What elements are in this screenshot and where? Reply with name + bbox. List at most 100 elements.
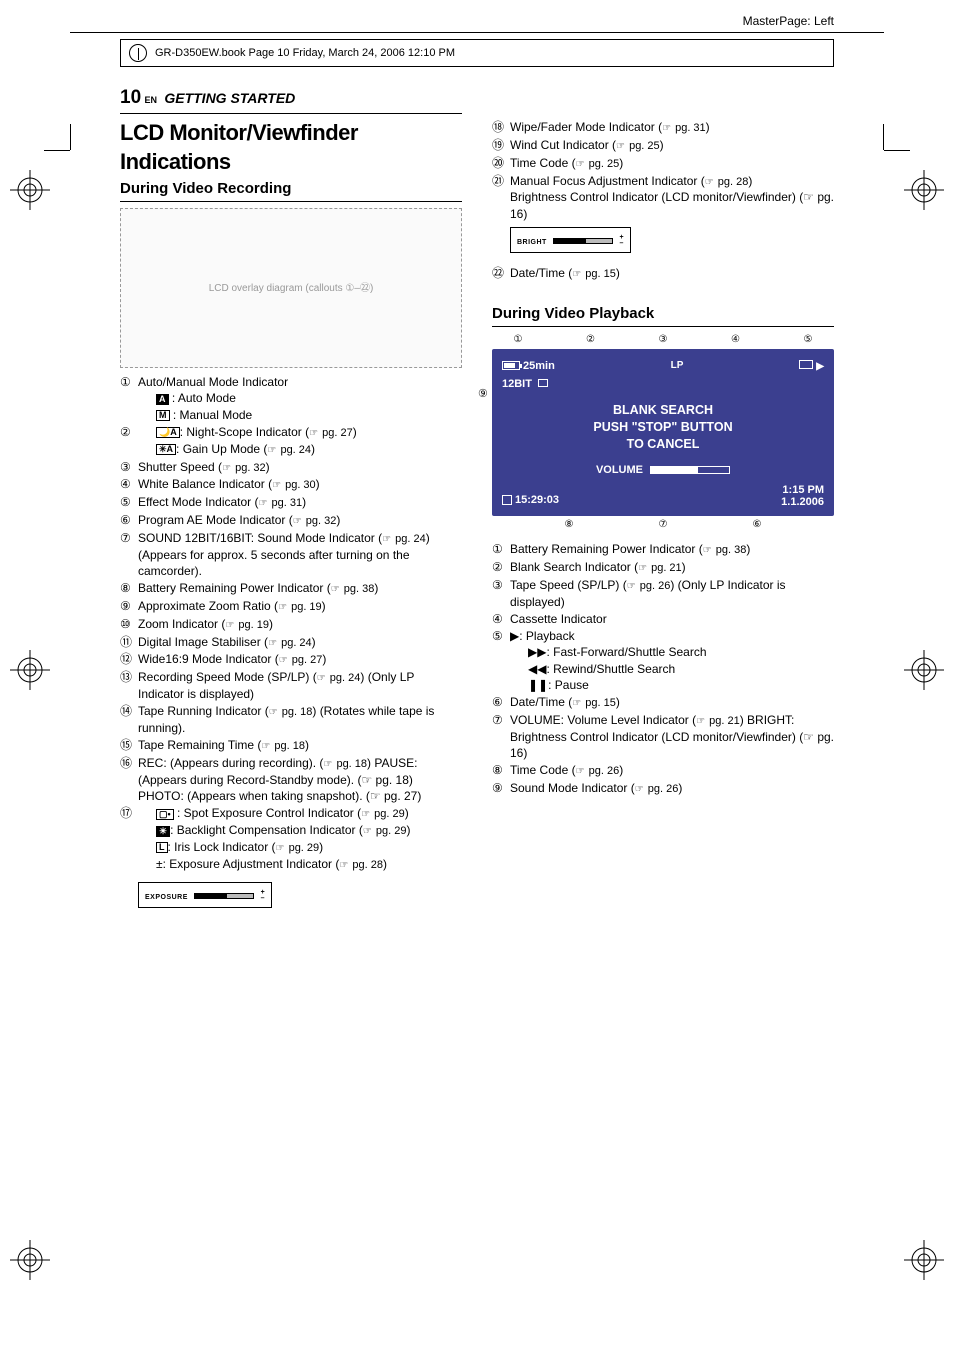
item-number: ⑪ [120, 634, 138, 651]
item-number: ③ [492, 577, 510, 610]
list-item: ⑭Tape Running Indicator ( pg. 18) (Rotat… [120, 703, 462, 736]
timecode: 15:29:03 [515, 493, 559, 508]
playback-indicator-list: ①Battery Remaining Power Indicator ( pg.… [492, 541, 834, 796]
list-item: ④White Balance Indicator ( pg. 30) [120, 476, 462, 493]
item-number: ⑤ [492, 628, 510, 693]
item-text: Wipe/Fader Mode Indicator ( pg. 31) [510, 119, 834, 136]
item-text: Time Code ( pg. 26) [510, 762, 834, 779]
lcd-volume-row: VOLUME [502, 463, 824, 478]
item-text: Tape Remaining Time ( pg. 18) [138, 737, 462, 754]
subheading-playback: During Video Playback [492, 304, 834, 327]
callout-left: ⑨ [478, 387, 488, 402]
battery-remaining: 25min [523, 359, 555, 374]
lcd-bottom-row: 15:29:03 1:15 PM 1.1.2006 [502, 484, 824, 508]
battery-indicator: 25min [502, 359, 555, 374]
item-number: ⑰ [120, 805, 138, 872]
item-text: Auto/Manual Mode IndicatorA : Auto ModeM… [138, 374, 462, 423]
list-item: ⑧Time Code ( pg. 26) [492, 762, 834, 779]
list-item: ⑦VOLUME: Volume Level Indicator ( pg. 21… [492, 712, 834, 761]
list-item: ③Shutter Speed ( pg. 32) [120, 459, 462, 476]
date: 1.1.2006 [781, 496, 824, 508]
item-text: SOUND 12BIT/16BIT: Sound Mode Indicator … [138, 530, 462, 579]
item-number: ⑨ [120, 598, 138, 615]
item-number: ㉑ [492, 173, 510, 222]
page-icon [129, 44, 147, 62]
playback-lcd: 25min LP ▶ 12BIT BLANK SEARCHPUSH "STOP"… [492, 349, 834, 516]
volume-label: VOLUME [596, 464, 643, 476]
page-number: 10 [120, 87, 141, 108]
list-item: ⑱Wipe/Fader Mode Indicator ( pg. 31) [492, 119, 834, 136]
page-title: LCD Monitor/Viewfinder Indications [120, 118, 462, 177]
item-number: ⑯ [120, 755, 138, 804]
exposure-bar: EXPOSURE +– [138, 882, 272, 908]
item-text: Effect Mode Indicator ( pg. 31) [138, 494, 462, 511]
recording-indicator-list-cont: ⑱Wipe/Fader Mode Indicator ( pg. 31)⑲Win… [492, 119, 834, 222]
left-column: 10 EN GETTING STARTED LCD Monitor/Viewfi… [120, 85, 462, 914]
exposure-signs: +– [261, 890, 265, 902]
item-number: ④ [492, 611, 510, 627]
list-item: ④ Cassette Indicator [492, 611, 834, 627]
subheading-recording: During Video Recording [120, 179, 462, 202]
lcd-center-message: BLANK SEARCHPUSH "STOP" BUTTONTO CANCEL [502, 402, 824, 453]
time: 1:15 PM [781, 484, 824, 496]
book-header: GR-D350EW.book Page 10 Friday, March 24,… [120, 39, 834, 67]
item-text: Tape Running Indicator ( pg. 18) (Rotate… [138, 703, 462, 736]
list-item: ⑰▢• : Spot Exposure Control Indicator ( … [120, 805, 462, 872]
list-item: ⑬Recording Speed Mode (SP/LP) ( pg. 24) … [120, 669, 462, 702]
item-number: ⑦ [492, 712, 510, 761]
diagram-note: LCD overlay diagram (callouts ①–㉒) [209, 282, 374, 296]
item-number: ⑲ [492, 137, 510, 154]
list-item: ①Auto/Manual Mode IndicatorA : Auto Mode… [120, 374, 462, 423]
registration-mark-icon [10, 170, 50, 210]
volume-bar [650, 466, 730, 474]
brightness-meter [553, 238, 613, 244]
lcd-top-row: 25min LP ▶ [502, 359, 824, 374]
brightness-bar: BRIGHT +– [510, 227, 631, 253]
playback-top-callouts: ①②③④⑤ [492, 333, 834, 349]
item-text: Battery Remaining Power Indicator ( pg. … [510, 541, 834, 558]
item-text: Cassette Indicator [510, 611, 834, 627]
list-item: ⑳Time Code ( pg. 25) [492, 155, 834, 172]
item-text: White Balance Indicator ( pg. 30) [138, 476, 462, 493]
datetime-group: 1:15 PM 1.1.2006 [781, 484, 824, 508]
masterpage-label: MasterPage: Left [0, 0, 954, 32]
item-number: ② [120, 424, 138, 458]
recording-indicator-list: ①Auto/Manual Mode IndicatorA : Auto Mode… [120, 374, 462, 873]
item-text: Time Code ( pg. 25) [510, 155, 834, 172]
item-number: ⑮ [120, 737, 138, 754]
item-number: ② [492, 559, 510, 576]
item-text: ▶: Playback▶▶: Fast-Forward/Shuttle Sear… [510, 628, 834, 693]
playback-lcd-wrap: ⑨ 25min LP ▶ 12BIT [492, 349, 834, 516]
item-number: ⑭ [120, 703, 138, 736]
item-text: Blank Search Indicator ( pg. 21) [510, 559, 834, 576]
item-number: ⑧ [492, 762, 510, 779]
item-number: ⑬ [120, 669, 138, 702]
battery-icon [502, 361, 520, 370]
item-text: Wide16:9 Mode Indicator ( pg. 27) [138, 651, 462, 668]
cassette-play-group: ▶ [799, 359, 824, 374]
item-text: Program AE Mode Indicator ( pg. 32) [138, 512, 462, 529]
list-item: ⑧Battery Remaining Power Indicator ( pg.… [120, 580, 462, 597]
item-text: Date/Time ( pg. 15) [510, 694, 834, 711]
brightness-label: BRIGHT [517, 239, 547, 246]
list-item: ⑥Program AE Mode Indicator ( pg. 32) [120, 512, 462, 529]
registration-mark-icon [10, 1240, 50, 1280]
list-item: ②🌙A: Night-Scope Indicator ( pg. 27)✳A: … [120, 424, 462, 458]
list-item: ⑥Date/Time ( pg. 15) [492, 694, 834, 711]
timecode-group: 15:29:03 [502, 493, 559, 508]
item-number: ⑦ [120, 530, 138, 579]
page: MasterPage: Left GR-D350EW.book Page 10 … [0, 0, 954, 1351]
list-item: ⑦SOUND 12BIT/16BIT: Sound Mode Indicator… [120, 530, 462, 579]
item-text: Tape Speed (SP/LP) ( pg. 26) (Only LP In… [510, 577, 834, 610]
play-icon: ▶ [816, 361, 824, 372]
item-number: ㉒ [492, 265, 510, 282]
list-item: ⑨Approximate Zoom Ratio ( pg. 19) [120, 598, 462, 615]
list-item: ⑤▶: Playback▶▶: Fast-Forward/Shuttle Sea… [492, 628, 834, 693]
item-number: ⑥ [492, 694, 510, 711]
list-item: ㉑Manual Focus Adjustment Indicator ( pg.… [492, 173, 834, 222]
sound-icon [538, 379, 548, 387]
list-item: ⑨Sound Mode Indicator ( pg. 26) [492, 780, 834, 797]
exposure-label: EXPOSURE [145, 894, 188, 901]
item-number: ⑱ [492, 119, 510, 136]
item-text: Shutter Speed ( pg. 32) [138, 459, 462, 476]
